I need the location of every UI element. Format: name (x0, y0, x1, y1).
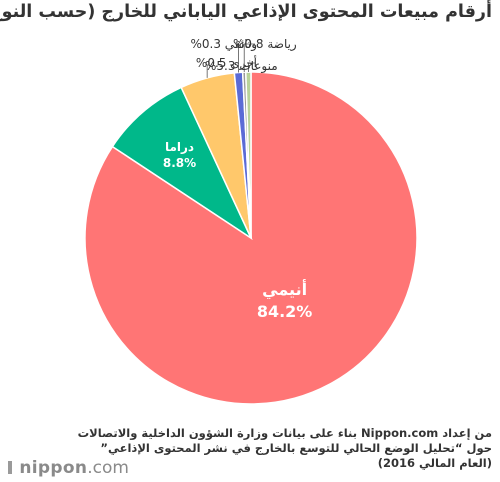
logo-name: nippon (19, 458, 88, 478)
source-line-2: حول “تحليل الوضع الحالي للتوسع بالخارج ف… (100, 441, 492, 455)
slice-label-6: أخرى (226, 55, 257, 71)
slice-outside-label-5: وثائقي 0.3% (190, 37, 257, 52)
slice-label-3: منوعات (236, 59, 278, 74)
chart-title: أرقام مبيعات المحتوى الإذاعي الياباني لل… (0, 2, 492, 22)
nippon-logo: nippon.com (8, 458, 129, 478)
slice-value-2: 8.8% (163, 156, 196, 170)
slice-label-1: أنيمي (262, 279, 307, 300)
slice-outside-label-6: أخرى 0.5% (196, 55, 257, 71)
pie-slice-2 (111, 86, 253, 241)
slice-value-5: 0.3% (190, 37, 221, 51)
slice-label-5: وثائقي (221, 37, 257, 52)
pie-slice-6 (245, 71, 252, 239)
pie-slice-1 (84, 71, 418, 405)
slice-label-4: رياضة (264, 37, 297, 52)
leader-line-4 (235, 43, 239, 73)
leader-line-5 (243, 43, 255, 73)
slice-outside-label-3: منوعات 5.3% (205, 59, 278, 74)
source-note: من إعداد Nippon.com بناء على بيانات وزار… (77, 426, 492, 471)
source-line-1: من إعداد Nippon.com بناء على بيانات وزار… (77, 426, 492, 440)
slice-value-6: 0.5% (196, 56, 227, 70)
source-line-3: (العام المالي 2016) (377, 456, 492, 470)
slice-outside-label-4: رياضة 0.8% (233, 37, 297, 52)
slice-value-1: 84.2% (257, 302, 313, 321)
leader-line-6 (247, 62, 255, 73)
slice-label-2: دراما (165, 140, 194, 154)
logo-mark-icon (8, 461, 12, 474)
logo-tld: .com (87, 458, 129, 478)
slice-value-3: 5.3% (205, 59, 236, 73)
slice-value-4: 0.8% (233, 37, 264, 51)
